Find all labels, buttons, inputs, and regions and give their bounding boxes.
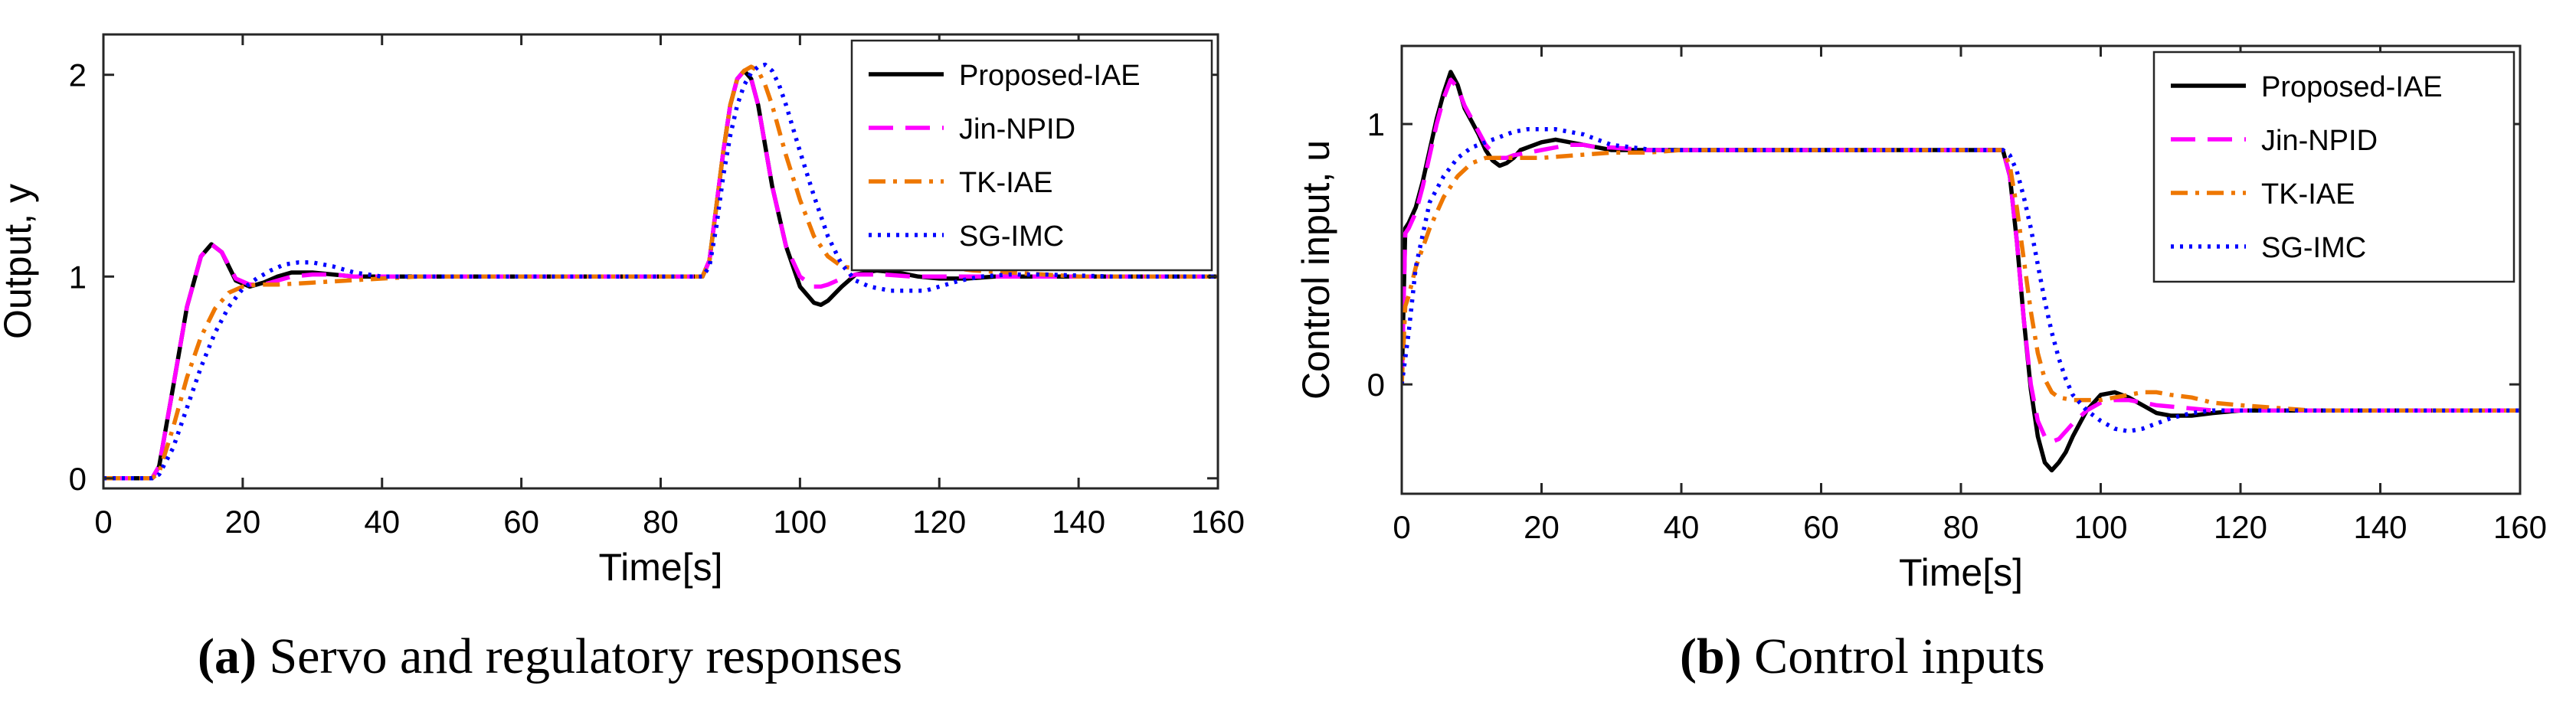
x-tick-label: 140 xyxy=(1052,504,1105,540)
series-line-sg-imc xyxy=(103,62,1218,481)
x-tick-label: 20 xyxy=(1524,509,1560,545)
y-axis-label: Control input, u xyxy=(1295,140,1337,400)
chart-servo-regulatory: 0 20 40 60 80 100 120 140 160 0 1 2 Time[s] Output, y… xyxy=(0,33,1245,589)
legend-entry: Jin-NPID xyxy=(2261,125,2378,157)
x-tick-label: 120 xyxy=(912,504,966,540)
y-axis-label: Output, y xyxy=(0,184,39,339)
y-tick-label: 0 xyxy=(1367,367,1385,403)
caption-a-text: Servo and regulatory responses xyxy=(269,628,903,684)
x-axis-label: Time[s] xyxy=(598,546,722,589)
x-tick-label: 60 xyxy=(503,504,539,540)
x-tick-label: 160 xyxy=(2493,509,2547,545)
legend-entry: Proposed-IAE xyxy=(2261,71,2443,103)
legend-entry: TK-IAE xyxy=(959,167,1052,199)
legend-box xyxy=(2152,51,2515,283)
y-tick-label: 1 xyxy=(69,259,87,295)
caption-a: (a) Servo and regulatory responses xyxy=(198,628,902,686)
caption-b-label: (b) xyxy=(1680,628,1742,684)
y-tick-label: 0 xyxy=(69,461,87,497)
x-tick-label: 140 xyxy=(2353,509,2407,545)
legend-entry: SG-IMC xyxy=(959,220,1064,253)
caption-a-label: (a) xyxy=(198,628,257,684)
x-tick-label: 40 xyxy=(1664,509,1700,545)
x-tick-label: 80 xyxy=(1943,509,1979,545)
x-tick-label: 0 xyxy=(94,504,112,540)
legend-entry: TK-IAE xyxy=(2261,178,2355,211)
legend: Proposed-IAE Jin-NPID TK-IAE SG-IMC xyxy=(2152,51,2515,283)
legend-entry: Proposed-IAE xyxy=(959,60,1141,92)
y-tick-label: 1 xyxy=(1367,106,1385,142)
caption-b-text: Control inputs xyxy=(1754,628,2045,684)
series-line-sg-imc xyxy=(1402,127,2520,434)
x-tick-label: 0 xyxy=(1393,509,1410,545)
series-line-jin-npid xyxy=(1402,77,2520,444)
x-tick-label: 40 xyxy=(364,504,400,540)
x-tick-label: 100 xyxy=(773,504,826,540)
legend: Proposed-IAE Jin-NPID TK-IAE SG-IMC xyxy=(850,39,1213,272)
x-tick-label: 160 xyxy=(1191,504,1245,540)
chart-control-inputs: 0 20 40 60 80 100 120 140 160 0 1 Time[s] Control in… xyxy=(1295,44,2547,594)
x-tick-label: 120 xyxy=(2214,509,2267,545)
x-tick-label: 20 xyxy=(225,504,261,540)
legend-entry: SG-IMC xyxy=(2261,232,2366,264)
x-tick-label: 80 xyxy=(643,504,679,540)
x-axis-label: Time[s] xyxy=(1899,551,2023,594)
series-line-tk-iae xyxy=(1402,148,2520,413)
legend-box xyxy=(850,39,1213,272)
x-tick-label: 100 xyxy=(2074,509,2127,545)
caption-b: (b) Control inputs xyxy=(1680,628,2045,686)
y-tick-label: 2 xyxy=(69,57,87,93)
legend-entry: Jin-NPID xyxy=(959,113,1075,145)
x-tick-label: 60 xyxy=(1803,509,1839,545)
